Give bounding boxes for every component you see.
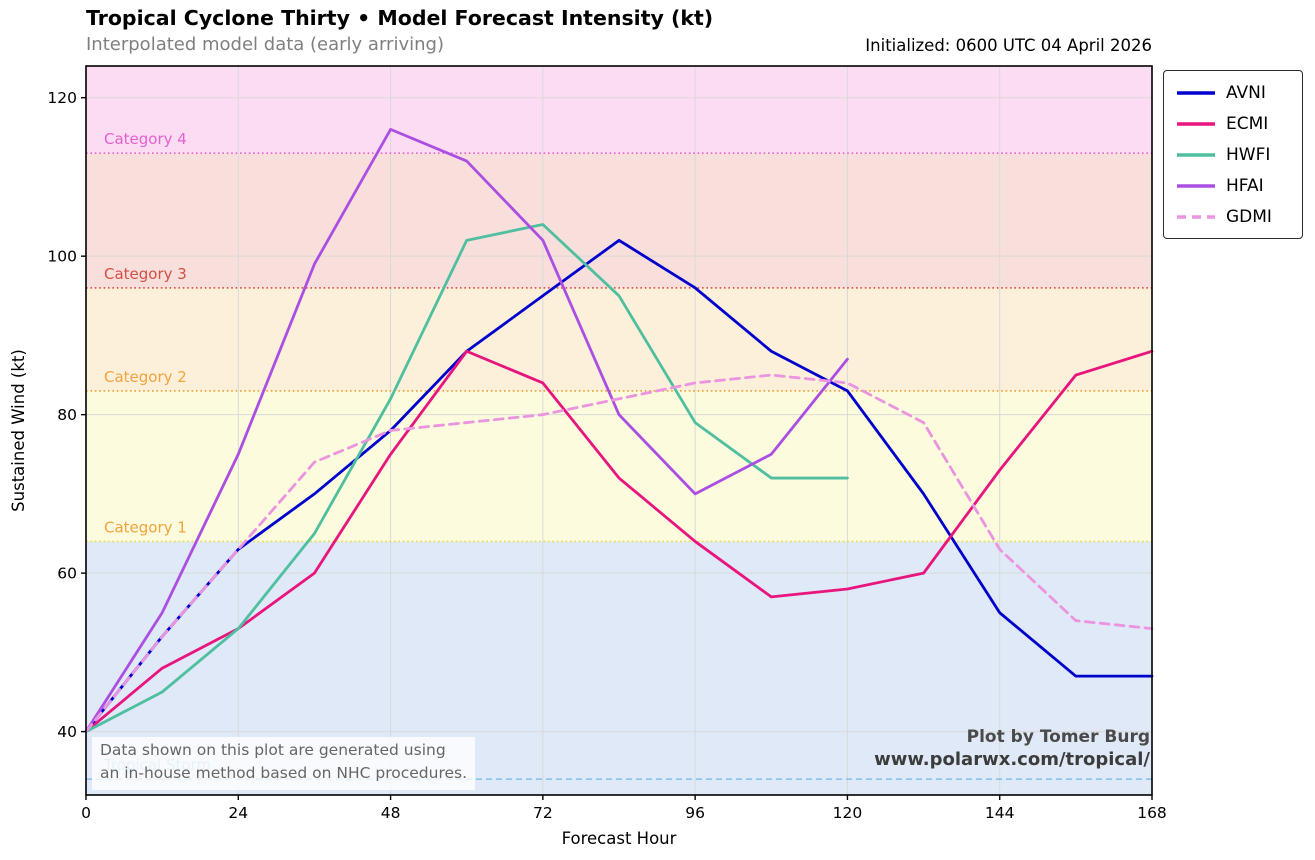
tick-label-x: 0 <box>81 804 91 822</box>
x-axis-label: Forecast Hour <box>562 829 677 848</box>
legend: AVNI ECMI HWFI HFAI GDMI <box>1163 70 1303 239</box>
series-line-gdmi <box>84 373 1154 734</box>
page-title: Tropical Cyclone Thirty • Model Forecast… <box>86 6 714 30</box>
tick-label-y: 40 <box>57 723 77 741</box>
threshold-label: Category 2 <box>104 368 187 386</box>
annotation-line-2: an in-house method based on NHC procedur… <box>100 764 468 783</box>
tick-label-x: 96 <box>685 804 705 822</box>
legend-label: GDMI <box>1226 206 1272 227</box>
legend-line-swatch <box>1177 214 1215 219</box>
category-band <box>86 66 1152 154</box>
initialization-time: Initialized: 0600 UTC 04 April 2026 <box>865 36 1152 55</box>
method-annotation: Data shown on this plot are generated us… <box>92 737 476 790</box>
category-band <box>86 287 1152 391</box>
tick-label-x: 144 <box>985 804 1015 822</box>
tick-label-x: 24 <box>228 804 248 822</box>
series-line-avni <box>84 238 1154 734</box>
series-line-hwfi <box>84 223 849 734</box>
tick-label-y: 80 <box>57 406 77 424</box>
legend-label: HFAI <box>1226 175 1264 196</box>
annotation-line-1: Data shown on this plot are generated us… <box>100 741 446 759</box>
credit-url: www.polarwx.com/tropical/ <box>874 749 1150 770</box>
category-band <box>86 153 1152 288</box>
plot-border <box>85 65 1153 796</box>
legend-line-swatch <box>1177 121 1215 126</box>
legend-item-hfai: HFAI <box>1176 174 1288 197</box>
legend-item-hwfi: HWFI <box>1176 143 1288 166</box>
legend-label: ECMI <box>1226 113 1269 134</box>
tick-label-x: 168 <box>1137 804 1167 822</box>
chart-subtitle: Interpolated model data (early arriving) <box>86 34 444 55</box>
legend-line-swatch <box>1177 183 1215 188</box>
tick-label-x: 120 <box>833 804 863 822</box>
y-axis-label: Sustained Wind (kt) <box>9 349 28 512</box>
legend-item-avni: AVNI <box>1176 81 1288 104</box>
legend-label: AVNI <box>1226 82 1266 103</box>
credit-author: Plot by Tomer Burg <box>966 727 1150 747</box>
threshold-label: Category 1 <box>104 518 187 536</box>
tick-label-y: 60 <box>57 565 77 583</box>
credit: Plot by Tomer Burg www.polarwx.com/tropi… <box>874 727 1150 770</box>
series-line-hfai <box>84 127 849 734</box>
threshold-label: Category 3 <box>104 265 187 283</box>
legend-line-swatch <box>1177 90 1215 95</box>
tick-label-y: 120 <box>47 89 77 107</box>
tick-label-x: 72 <box>533 804 553 822</box>
threshold-label: Category 4 <box>104 130 187 148</box>
legend-item-gdmi: GDMI <box>1176 205 1288 228</box>
tick-label-x: 48 <box>381 804 401 822</box>
tick-label-y: 100 <box>47 248 77 266</box>
legend-label: HWFI <box>1226 144 1271 165</box>
legend-line-swatch <box>1177 152 1215 157</box>
legend-item-ecmi: ECMI <box>1176 112 1288 135</box>
